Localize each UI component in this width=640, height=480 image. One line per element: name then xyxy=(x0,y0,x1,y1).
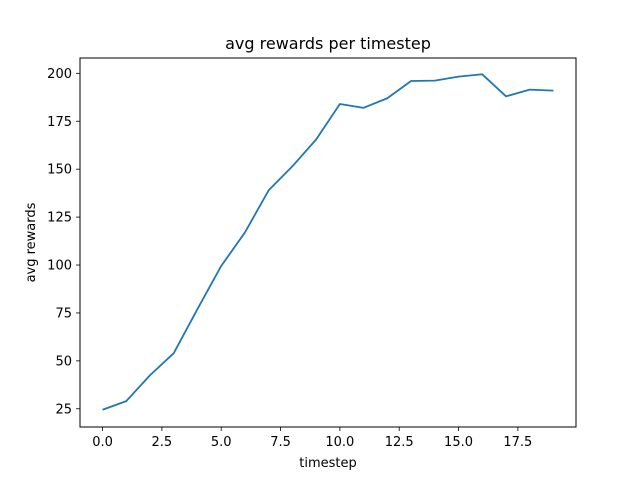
x-tick-label: 5.0 xyxy=(211,435,232,450)
plot-area xyxy=(102,73,554,411)
plot-frame xyxy=(79,57,577,428)
y-tick-label: 200 xyxy=(47,67,72,82)
y-tick-label: 75 xyxy=(55,306,72,321)
y-tick-label: 150 xyxy=(47,163,72,178)
x-tick-label: 0.0 xyxy=(92,435,113,450)
x-tick-label: 10.0 xyxy=(325,435,354,450)
x-axis-label: timestep xyxy=(299,456,357,471)
y-axis: 25 50 75 100 125 150 175 200 xyxy=(47,67,80,417)
x-tick-label: 17.5 xyxy=(503,435,532,450)
y-tick-label: 125 xyxy=(47,211,72,226)
x-axis: 0.0 2.5 5.0 7.5 10.0 12.5 15.0 17.5 xyxy=(92,427,532,450)
x-tick-label: 15.0 xyxy=(444,435,473,450)
x-tick-label: 7.5 xyxy=(270,435,291,450)
y-axis-label: avg rewards xyxy=(24,202,39,282)
x-tick-label: 12.5 xyxy=(385,435,414,450)
x-tick-label: 2.5 xyxy=(152,435,173,450)
y-tick-label: 175 xyxy=(47,115,72,130)
y-tick-label: 100 xyxy=(47,259,72,274)
y-tick-label: 25 xyxy=(55,402,72,417)
chart-title: avg rewards per timestep xyxy=(225,34,431,53)
series-line-0 xyxy=(102,73,554,411)
y-tick-label: 50 xyxy=(55,354,72,369)
